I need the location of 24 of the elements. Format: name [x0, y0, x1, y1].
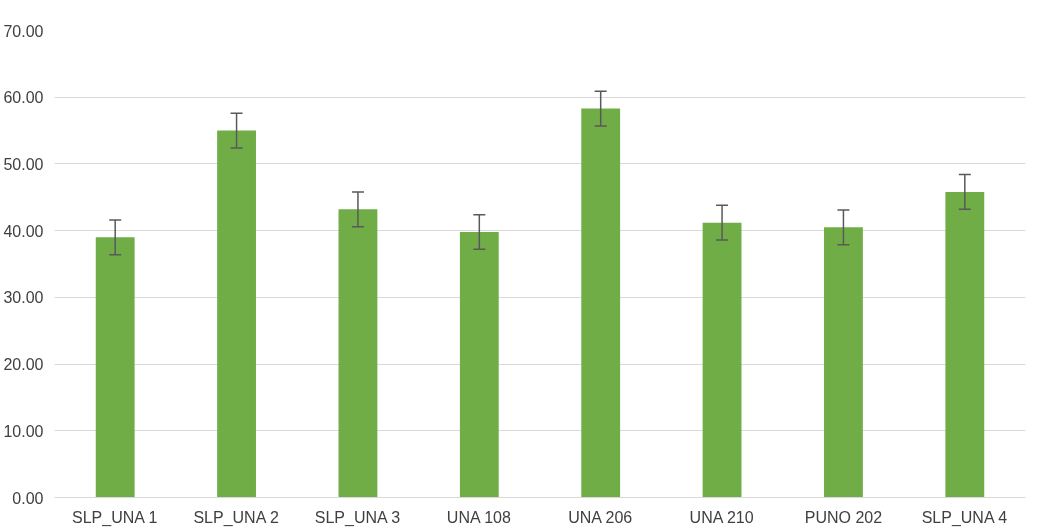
y-tick-label: 40.00: [3, 222, 44, 240]
x-tick-label: UNA 210: [689, 508, 754, 526]
y-tick-label: 50.00: [3, 155, 44, 173]
x-tick-label: PUNO 202: [804, 508, 883, 526]
x-tick-label: SLP_UNA 2: [193, 508, 279, 527]
x-tick-label: UNA 206: [568, 508, 633, 526]
bar: [95, 237, 135, 498]
bar: [702, 222, 742, 498]
bar: [824, 227, 863, 498]
x-tick-label: SLP_UNA 3: [314, 508, 401, 527]
y-tick-label: 0.00: [12, 489, 44, 507]
x-tick-label: SLP_UNA 4: [921, 508, 1008, 527]
bar: [459, 231, 499, 498]
bar: [217, 130, 256, 498]
y-tick-label: 20.00: [3, 356, 44, 374]
x-tick-label: SLP_UNA 1: [72, 508, 158, 527]
x-tick-label: UNA 108: [446, 508, 511, 526]
bar: [945, 191, 985, 498]
bar: [338, 209, 378, 498]
y-tick-label: 10.00: [3, 422, 44, 440]
y-tick-label: 30.00: [3, 289, 44, 307]
y-tick-label: 70.00: [3, 22, 44, 40]
y-tick-label: 60.00: [3, 89, 44, 107]
bar: [581, 108, 621, 498]
